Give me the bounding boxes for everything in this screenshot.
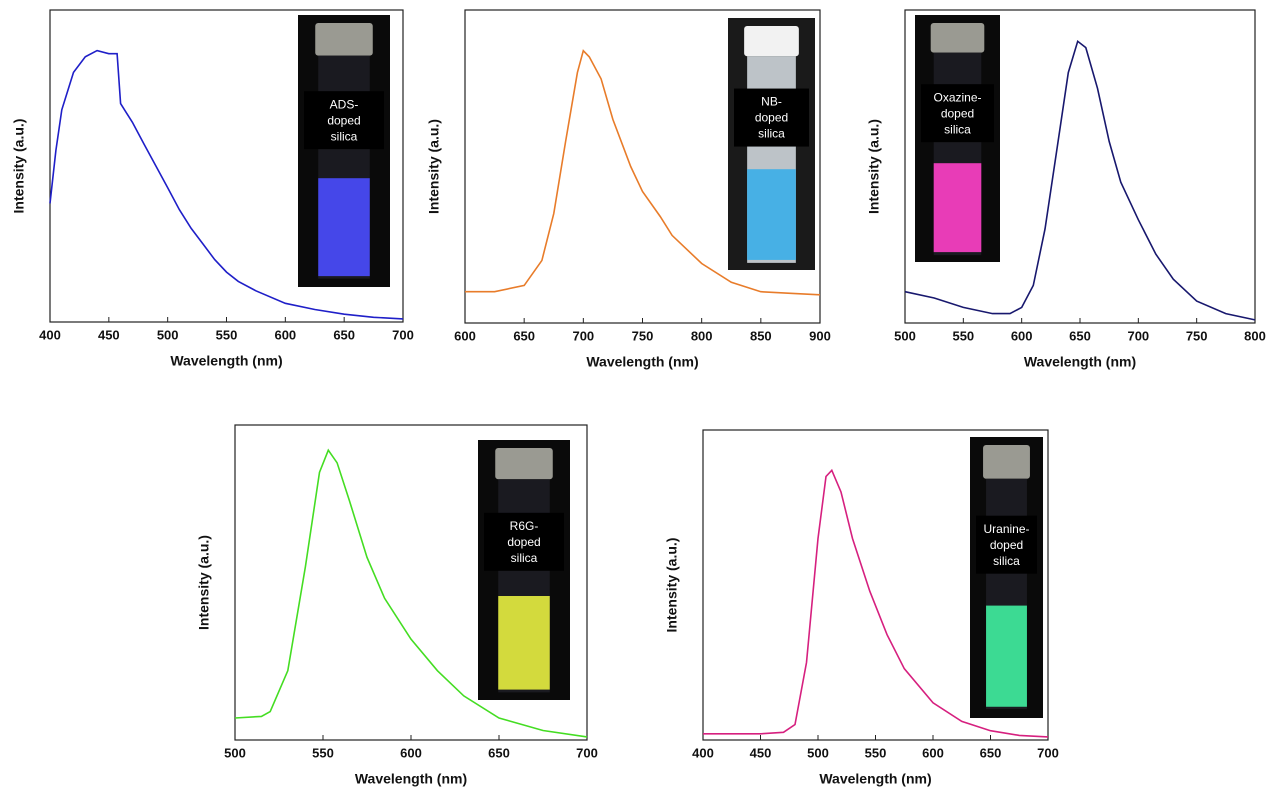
x-tick-label: 550	[312, 745, 334, 760]
x-tick-label: 650	[488, 745, 510, 760]
x-tick-label: 550	[952, 328, 974, 343]
inset-label: doped	[507, 535, 540, 549]
inset-label: R6G-	[510, 519, 539, 533]
vial-cap	[983, 445, 1030, 479]
x-tick-label: 700	[572, 328, 594, 343]
x-tick-label: 800	[1244, 328, 1266, 343]
x-tick-label: 500	[894, 328, 916, 343]
x-axis-label: Wavelength (nm)	[355, 771, 467, 787]
x-tick-label: 800	[691, 328, 713, 343]
inset-label: silica	[944, 122, 971, 136]
x-axis-label: Wavelength (nm)	[1024, 354, 1136, 370]
x-tick-label: 500	[157, 327, 179, 342]
x-tick-label: 650	[1069, 328, 1091, 343]
vial-liquid	[318, 178, 370, 276]
x-axis-label: Wavelength (nm)	[819, 771, 931, 787]
inset-label: Oxazine-	[933, 90, 981, 104]
inset-label: doped	[990, 538, 1023, 552]
y-axis-label: Intensity (a.u.)	[11, 119, 27, 214]
x-tick-label: 700	[1037, 745, 1059, 760]
inset-label: silica	[331, 129, 358, 143]
inset-label: doped	[755, 111, 788, 125]
x-tick-label: 500	[807, 745, 829, 760]
x-tick-label: 600	[454, 328, 476, 343]
vial-liquid	[747, 169, 796, 260]
x-tick-label: 700	[392, 327, 414, 342]
figure: 400 450 500 550 600 650 700 Wavelength (nm) Inte…	[0, 0, 1270, 801]
x-tick-label: 750	[632, 328, 654, 343]
x-tick-label: 650	[513, 328, 535, 343]
y-axis-label: Intensity (a.u.)	[664, 538, 680, 633]
inset-label: doped	[327, 113, 360, 127]
x-tick-label: 400	[39, 327, 61, 342]
inset-label: silica	[993, 554, 1020, 568]
x-tick-label: 700	[1127, 328, 1149, 343]
x-tick-label: 600	[400, 745, 422, 760]
x-tick-label: 400	[692, 745, 714, 760]
x-axis-label: Wavelength (nm)	[170, 353, 282, 369]
x-tick-label: 900	[809, 328, 831, 343]
vial-liquid	[934, 163, 982, 252]
vial-cap	[744, 26, 799, 56]
x-tick-label: 550	[865, 745, 887, 760]
x-tick-label: 650	[980, 745, 1002, 760]
x-tick-label: 500	[224, 745, 246, 760]
y-axis-label: Intensity (a.u.)	[866, 119, 882, 214]
x-tick-label: 550	[216, 327, 238, 342]
x-tick-label: 850	[750, 328, 772, 343]
vial-liquid	[986, 606, 1027, 707]
vial-liquid	[498, 596, 550, 690]
y-axis-label: Intensity (a.u.)	[196, 535, 212, 630]
x-tick-label: 450	[750, 745, 772, 760]
vial-cap	[315, 23, 373, 56]
x-tick-label: 450	[98, 327, 120, 342]
vial-cap	[931, 23, 985, 53]
x-tick-label: 750	[1186, 328, 1208, 343]
x-tick-label: 650	[333, 327, 355, 342]
x-axis-label: Wavelength (nm)	[586, 354, 698, 370]
x-tick-label: 600	[1011, 328, 1033, 343]
y-axis-label: Intensity (a.u.)	[426, 119, 442, 214]
inset-label: NB-	[761, 95, 782, 109]
inset-label: Uranine-	[983, 522, 1029, 536]
inset-label: silica	[758, 127, 785, 141]
x-tick-label: 600	[922, 745, 944, 760]
inset-label: silica	[511, 551, 538, 565]
x-tick-label: 700	[576, 745, 598, 760]
inset-label: ADS-	[330, 97, 359, 111]
vial-cap	[495, 448, 553, 479]
x-tick-label: 600	[274, 327, 296, 342]
inset-label: doped	[941, 106, 974, 120]
